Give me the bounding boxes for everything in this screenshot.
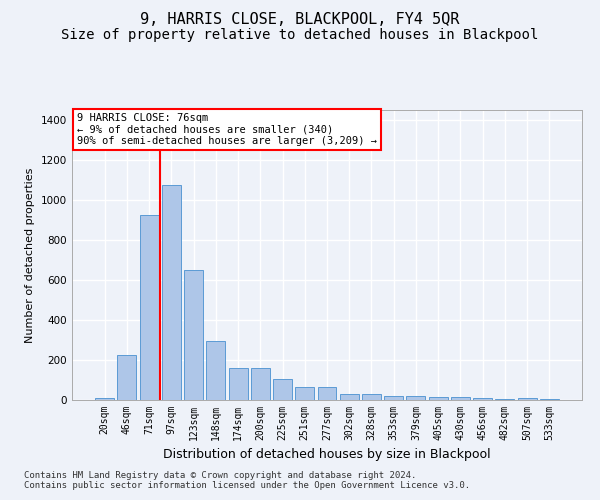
Text: 9, HARRIS CLOSE, BLACKPOOL, FY4 5QR: 9, HARRIS CLOSE, BLACKPOOL, FY4 5QR	[140, 12, 460, 28]
Bar	[229, 368, 248, 400]
Bar	[317, 387, 337, 400]
Bar	[406, 396, 425, 400]
Bar	[162, 185, 181, 400]
Bar	[362, 394, 381, 400]
Bar	[496, 399, 514, 400]
Text: Contains HM Land Registry data © Crown copyright and database right 2024.: Contains HM Land Registry data © Crown c…	[24, 471, 416, 480]
Text: 9 HARRIS CLOSE: 76sqm
← 9% of detached houses are smaller (340)
90% of semi-deta: 9 HARRIS CLOSE: 76sqm ← 9% of detached h…	[77, 113, 377, 146]
Text: Size of property relative to detached houses in Blackpool: Size of property relative to detached ho…	[61, 28, 539, 42]
Bar	[273, 379, 292, 400]
Bar	[95, 398, 114, 400]
Bar	[140, 215, 158, 400]
Bar	[473, 398, 492, 400]
Bar	[118, 355, 136, 400]
Bar	[184, 270, 203, 400]
Bar	[540, 399, 559, 400]
Bar	[251, 368, 270, 400]
Bar	[206, 341, 225, 400]
Y-axis label: Number of detached properties: Number of detached properties	[25, 168, 35, 342]
Bar	[518, 398, 536, 400]
Bar	[451, 397, 470, 400]
Bar	[295, 387, 314, 400]
X-axis label: Distribution of detached houses by size in Blackpool: Distribution of detached houses by size …	[163, 448, 491, 462]
Text: Contains public sector information licensed under the Open Government Licence v3: Contains public sector information licen…	[24, 481, 470, 490]
Bar	[429, 397, 448, 400]
Bar	[340, 394, 359, 400]
Bar	[384, 396, 403, 400]
